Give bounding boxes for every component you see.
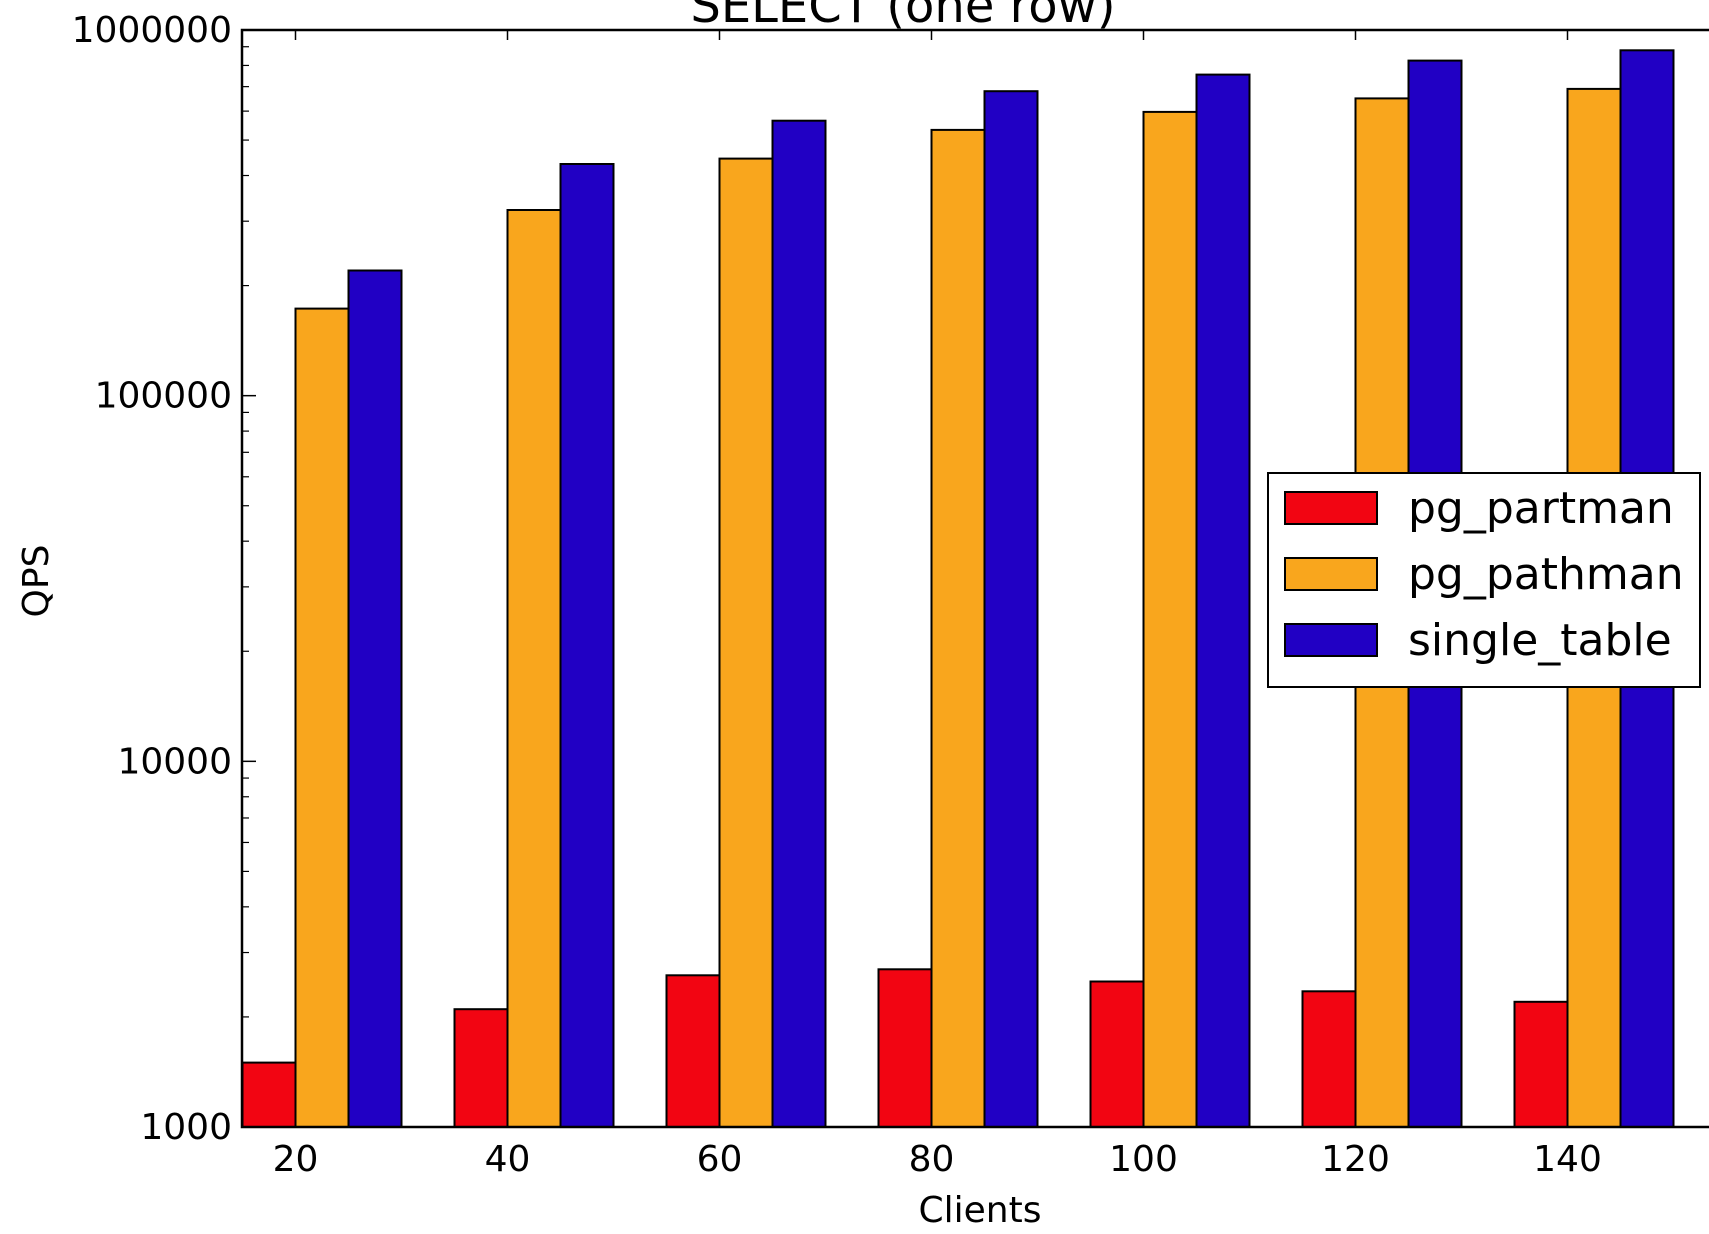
legend-label-pg_pathman: pg_pathman (1408, 549, 1684, 600)
legend-swatch-single_table (1284, 623, 1378, 657)
x-tick-label: 120 (1321, 1139, 1390, 1180)
x-tick-label: 60 (697, 1139, 743, 1180)
ticks-layer: 20 40 60 80 100 120 140 1000 10000 100000 1000000 (72, 10, 1602, 1180)
bar-single_table-60 (771, 119, 827, 1128)
legend-label-pg_partman: pg_partman (1408, 483, 1674, 534)
x-axis-label: Clients (919, 1190, 1042, 1229)
bar-pg_partman-140 (1513, 1000, 1569, 1128)
bar-single_table-80 (983, 90, 1039, 1129)
y-tick-label: 100000 (95, 376, 232, 417)
bar-single_table-40 (559, 163, 615, 1128)
bar-single_table-100 (1195, 73, 1251, 1129)
bar-pg_pathman-40 (506, 209, 562, 1128)
bar-pg_partman-120 (1301, 990, 1357, 1128)
x-tick-label: 100 (1109, 1139, 1178, 1180)
x-tick-label: 140 (1533, 1139, 1602, 1180)
legend-label-single_table: single_table (1408, 615, 1672, 666)
bar-pg_partman-100 (1089, 980, 1145, 1128)
bar-pg_pathman-80 (930, 128, 986, 1128)
y-tick-label: 1000000 (72, 10, 232, 51)
y-tick-label: 10000 (117, 741, 232, 782)
legend-swatch-pg_partman (1284, 491, 1378, 525)
x-tick-label: 40 (485, 1139, 531, 1180)
bar-pg_partman-60 (665, 974, 721, 1128)
bar-pg_partman-20 (241, 1061, 297, 1128)
y-tick-label: 1000 (140, 1107, 232, 1148)
bar-single_table-20 (347, 269, 403, 1128)
legend: pg_partman pg_pathman single_table (1267, 472, 1701, 688)
bar-pg_pathman-60 (718, 157, 774, 1129)
y-axis-label: QPS (16, 545, 57, 618)
chart-title: SELECT (one row) (690, 0, 1115, 34)
bar-pg_partman-40 (453, 1008, 509, 1129)
plot-frame (240, 28, 1709, 1129)
bar-pg_pathman-20 (294, 307, 350, 1129)
x-tick-label: 80 (909, 1139, 955, 1180)
bars-layer (241, 49, 1675, 1129)
x-tick-label: 20 (273, 1139, 319, 1180)
bar-pg_partman-80 (877, 968, 933, 1128)
bar-pg_pathman-100 (1142, 110, 1198, 1128)
legend-swatch-pg_pathman (1284, 557, 1378, 591)
